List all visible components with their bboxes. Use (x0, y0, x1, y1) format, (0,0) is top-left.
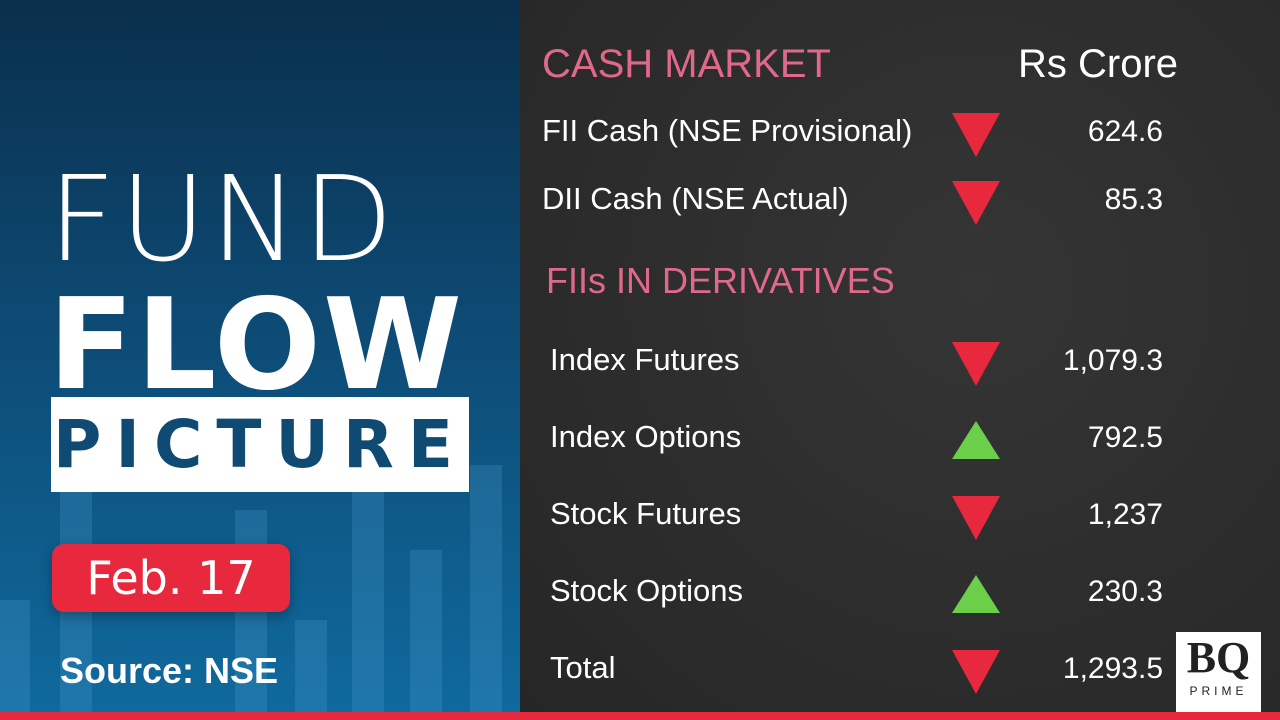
up-triangle-icon (952, 421, 1000, 459)
row-label: Total (550, 650, 616, 685)
background-bar (470, 465, 502, 720)
title-flow: FLOW (48, 271, 464, 418)
data-row: Stock Futures 1,237 (520, 496, 1280, 546)
row-label: Stock Options (550, 573, 743, 608)
data-row: DII Cash (NSE Actual) 85.3 (520, 181, 1280, 231)
down-triangle-icon (952, 181, 1000, 225)
row-value: 85.3 (1104, 183, 1163, 216)
data-row: Index Futures 1,079.3 (520, 342, 1280, 392)
source-label: Source: NSE (60, 650, 279, 691)
down-triangle-icon (952, 650, 1000, 694)
row-value: 624.6 (1087, 115, 1163, 148)
background-bar (0, 600, 30, 720)
row-label: Index Options (550, 419, 742, 454)
unit-label: Rs Crore (1018, 42, 1179, 86)
row-label: Stock Futures (550, 496, 742, 531)
title-fund: FUND (48, 150, 398, 288)
row-label: Index Futures (550, 342, 740, 377)
date-badge: Feb. 17 (52, 544, 290, 612)
title-panel: FUND FLOW PICTURE Feb. 17 Source: NSE (0, 0, 520, 720)
row-value: 230.3 (1087, 575, 1163, 608)
bq-prime-logo: BQ PRIME (1176, 632, 1261, 720)
down-triangle-icon (952, 113, 1000, 157)
down-triangle-icon (952, 496, 1000, 540)
background-bar (352, 460, 384, 720)
row-label: DII Cash (NSE Actual) (542, 181, 849, 216)
data-row: Index Options 792.5 (520, 419, 1280, 469)
down-triangle-icon (952, 342, 1000, 386)
bottom-accent-line (0, 712, 1280, 720)
data-row: Stock Options 230.3 (520, 573, 1280, 623)
logo-main: BQ (1186, 633, 1251, 682)
background-bar (410, 550, 442, 720)
logo-sub: PRIME (1189, 684, 1248, 698)
data-row: Total 1,293.5 (520, 650, 1280, 700)
row-label: FII Cash (NSE Provisional) (542, 113, 913, 148)
row-value: 1,293.5 (1062, 652, 1163, 685)
data-row: FII Cash (NSE Provisional) 624.6 (520, 113, 1280, 163)
cash-market-heading: CASH MARKET (542, 42, 831, 86)
up-triangle-icon (952, 575, 1000, 613)
row-value: 1,079.3 (1062, 344, 1163, 377)
row-value: 1,237 (1087, 498, 1163, 531)
row-value: 792.5 (1087, 421, 1163, 454)
background-bar (295, 620, 327, 720)
derivatives-heading: FIIs IN DERIVATIVES (546, 260, 895, 301)
title-picture: PICTURE (51, 397, 469, 492)
data-panel: CASH MARKET Rs Crore FII Cash (NSE Provi… (520, 0, 1280, 720)
